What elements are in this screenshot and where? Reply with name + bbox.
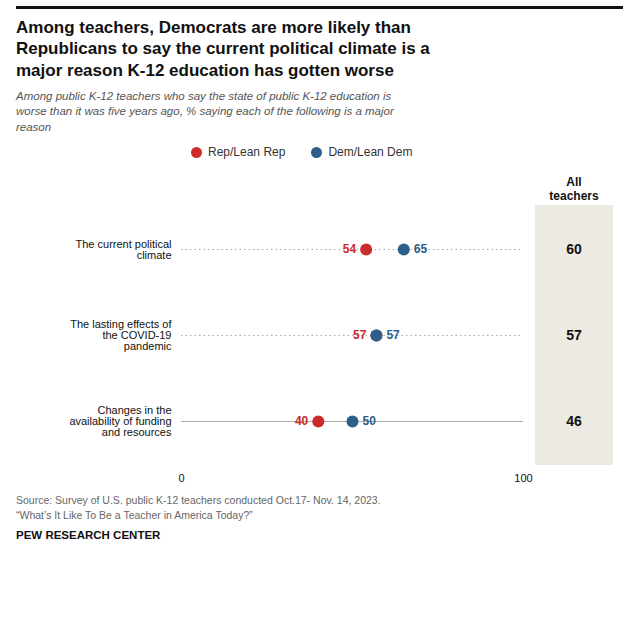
html-text:Among public K-12 teachers who: Among public K-12 teachers who say the s… [16,89,394,133]
svg-text:57: 57 [386,329,400,343]
html-text:Source: Survey of U.S. public: Source: Survey of U.S. public K-12 teach… [16,494,381,521]
html-text:Among teachers, Democrats are: Among teachers, Democrats are more likel… [16,18,430,80]
svg-text:57: 57 [566,327,582,343]
svg-text:The lasting effects ofthe COVI: The lasting effects ofthe COVID-19pandem… [70,318,172,352]
svg-text:40: 40 [295,415,309,429]
svg-text:65: 65 [414,243,428,257]
svg-text:Allteachers: Allteachers [549,175,599,203]
html-text:Rep/Lean Rep: Rep/Lean Rep [208,145,286,160]
html-text:Dem/Lean Dem: Dem/Lean Dem [328,145,413,160]
svg-text:100: 100 [514,473,532,485]
svg-text:Changes in theavailability of: Changes in theavailability of fundingand… [69,404,172,438]
svg-text:0: 0 [178,473,184,485]
svg-text:The current politicalclimate: The current politicalclimate [76,238,172,261]
svg-text:46: 46 [566,413,582,429]
svg-text:50: 50 [363,415,377,429]
svg-text:54: 54 [343,243,357,257]
svg-text:60: 60 [566,241,582,257]
svg-text:57: 57 [353,329,367,343]
html-text:PEW RESEARCH CENTER: PEW RESEARCH CENTER [16,528,161,541]
